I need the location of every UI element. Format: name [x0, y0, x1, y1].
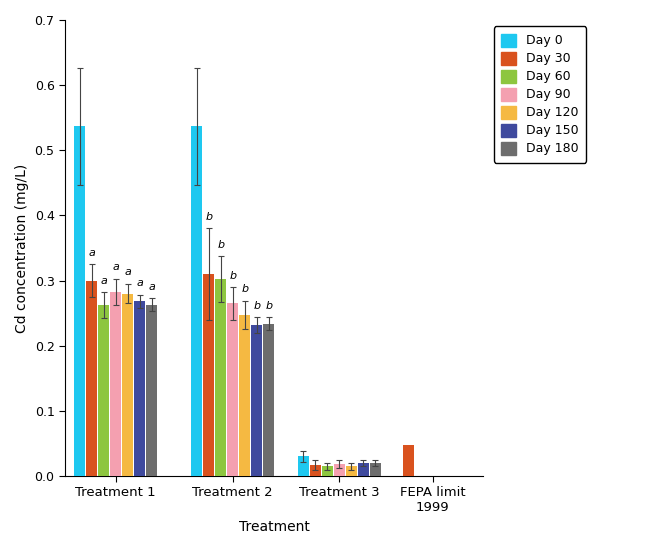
Bar [146, 305, 157, 476]
Text: a: a [136, 278, 143, 288]
Text: b: b [265, 300, 272, 311]
Bar [215, 279, 227, 476]
Text: a: a [124, 267, 131, 277]
Bar [310, 465, 321, 476]
Bar [191, 126, 202, 476]
Bar [86, 281, 97, 476]
Bar [358, 463, 369, 476]
Text: a: a [112, 262, 119, 272]
X-axis label: Treatment: Treatment [238, 520, 310, 534]
Bar [263, 323, 274, 476]
Bar [251, 325, 263, 476]
Text: a: a [100, 276, 107, 286]
Text: b: b [205, 212, 212, 222]
Text: b: b [217, 240, 225, 250]
Bar [239, 315, 250, 476]
Bar [110, 292, 121, 476]
Text: b: b [229, 271, 236, 281]
Bar [298, 456, 309, 476]
Bar [98, 305, 109, 476]
Bar [74, 126, 85, 476]
Y-axis label: Cd concentration (mg/L): Cd concentration (mg/L) [15, 164, 29, 333]
Bar [203, 274, 214, 476]
Bar [370, 463, 381, 476]
Bar [334, 464, 345, 476]
Bar [322, 466, 333, 476]
Text: b: b [253, 300, 261, 311]
Bar [134, 301, 145, 476]
Bar [346, 466, 357, 476]
Bar [122, 294, 133, 476]
Bar [227, 304, 238, 476]
Text: a: a [148, 282, 155, 292]
Bar [403, 445, 414, 476]
Legend: Day 0, Day 30, Day 60, Day 90, Day 120, Day 150, Day 180: Day 0, Day 30, Day 60, Day 90, Day 120, … [494, 26, 586, 163]
Text: b: b [241, 284, 248, 294]
Text: a: a [88, 248, 95, 258]
